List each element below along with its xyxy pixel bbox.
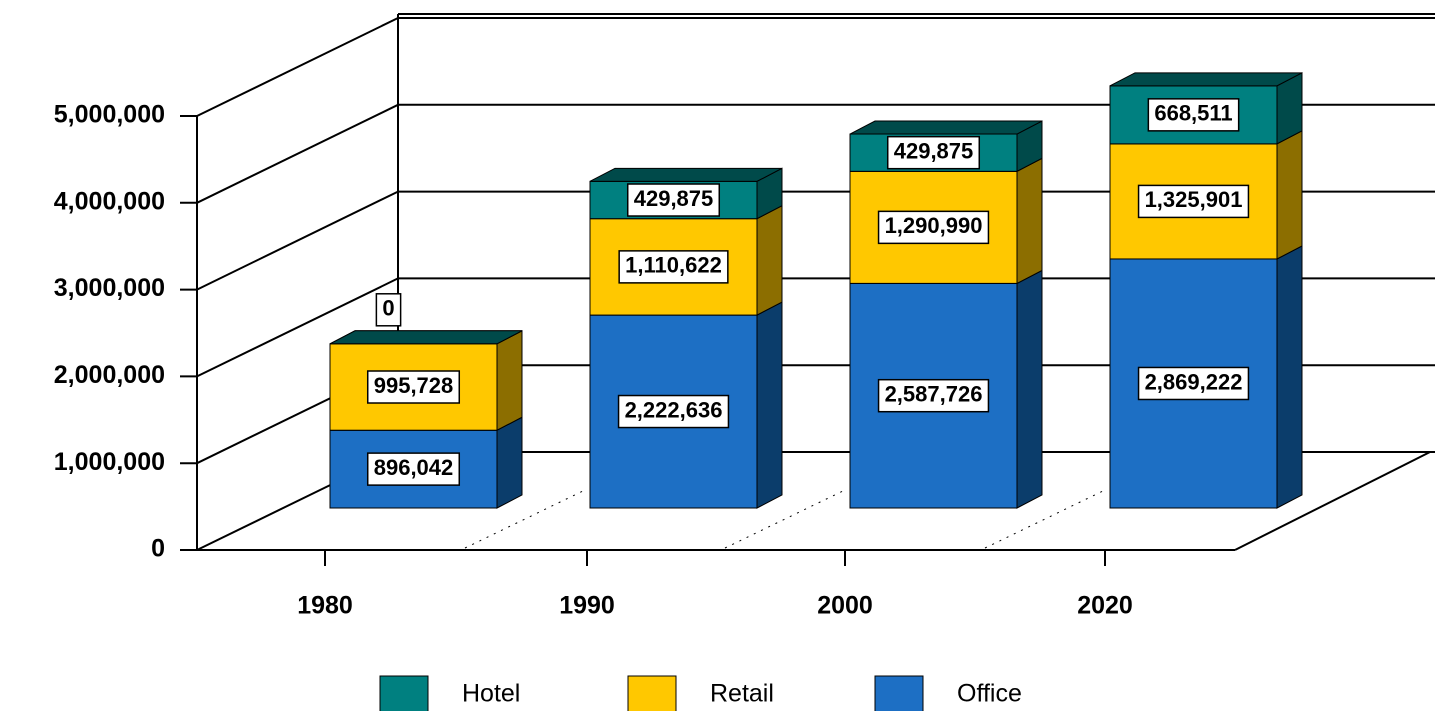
value-label-box xyxy=(1137,184,1250,219)
bar-side xyxy=(496,329,523,432)
value-label: 2,587,726 xyxy=(885,382,983,407)
legend-label: Office xyxy=(957,680,1022,708)
legend-label: Hotel xyxy=(462,680,520,708)
value-label: 668,511 xyxy=(1154,101,1232,126)
floor-right xyxy=(1234,451,1431,551)
grid-diagonal xyxy=(196,190,399,291)
bar-side xyxy=(1276,130,1303,260)
value-label-box xyxy=(617,394,730,429)
bar-top xyxy=(589,167,783,182)
value-label-box xyxy=(366,452,461,486)
value-label: 896,042 xyxy=(374,455,454,480)
value-label: 2,869,222 xyxy=(1145,369,1243,394)
value-label: 0 xyxy=(382,296,394,321)
x-tick-label: 1980 xyxy=(297,592,353,620)
legend-swatch xyxy=(379,675,429,711)
bar-top xyxy=(849,120,1043,135)
value-label: 1,290,990 xyxy=(885,213,983,238)
legend-label: Retail xyxy=(710,680,774,708)
legend-swatch xyxy=(627,675,677,711)
bar-side xyxy=(756,204,783,316)
bar-side xyxy=(1016,269,1043,509)
value-label-box xyxy=(877,210,990,245)
value-label: 2,222,636 xyxy=(625,397,723,422)
legend-swatch xyxy=(874,675,924,711)
x-tick-label: 2000 xyxy=(817,592,873,620)
bar-top xyxy=(1109,72,1303,87)
y-tick-label: 1,000,000 xyxy=(54,448,165,476)
grid-diagonal xyxy=(196,277,399,378)
value-label: 995,728 xyxy=(374,373,454,398)
frame xyxy=(196,13,1435,551)
x-tick-label: 1990 xyxy=(559,592,615,620)
x-tick-label: 2020 xyxy=(1077,592,1133,620)
value-label: 1,110,622 xyxy=(625,253,722,278)
y-tick-label: 5,000,000 xyxy=(54,101,165,129)
bar-side xyxy=(1276,245,1303,509)
value-label-box xyxy=(618,250,729,284)
value-label-box xyxy=(886,135,981,170)
y-tick-label: 0 xyxy=(151,535,165,563)
bar-side xyxy=(1016,157,1043,285)
value-label-box xyxy=(375,293,402,327)
bar-side xyxy=(756,301,783,509)
bar-segment xyxy=(329,330,523,345)
value-label-box xyxy=(366,370,461,404)
value-label-box xyxy=(877,378,990,413)
grid-diagonal xyxy=(196,17,399,117)
y-tick-label: 2,000,000 xyxy=(54,361,165,389)
value-label-box xyxy=(626,183,721,217)
grid-diagonal xyxy=(196,103,399,204)
bar-side xyxy=(496,416,523,509)
bar-top xyxy=(329,330,523,345)
value-label-box xyxy=(1137,366,1250,401)
value-label: 429,875 xyxy=(634,186,714,211)
y-tick-label: 4,000,000 xyxy=(54,187,165,215)
value-label-box xyxy=(1147,98,1240,132)
value-label: 1,325,901 xyxy=(1145,187,1243,212)
y-tick-label: 3,000,000 xyxy=(54,274,165,302)
value-label: 429,875 xyxy=(894,138,974,163)
